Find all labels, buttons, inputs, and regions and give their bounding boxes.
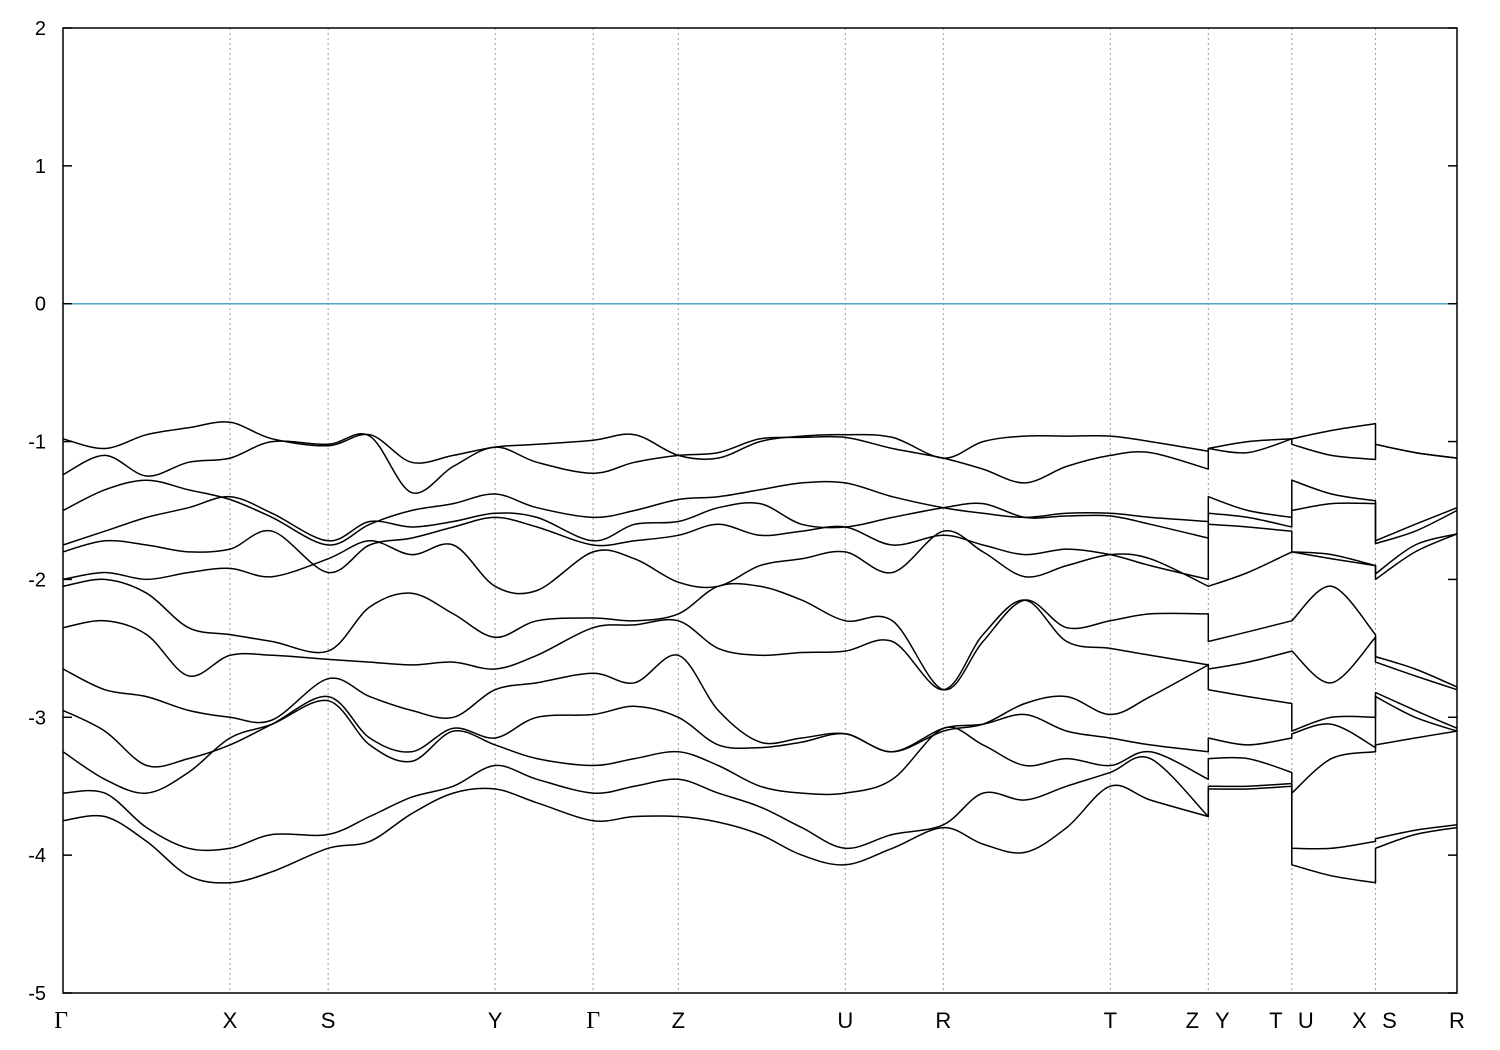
band-line-12 <box>62 756 1458 852</box>
band-line-6 <box>62 530 1458 595</box>
band-line-4 <box>62 495 1458 546</box>
x-kpoint-label: Y <box>488 1008 503 1033</box>
x-kpoint-label: S <box>321 1008 336 1033</box>
x-kpoint-label: Y <box>1215 1008 1230 1033</box>
y-tick-label: 2 <box>35 18 46 40</box>
y-tick-label: -4 <box>28 845 46 867</box>
x-kpoint-label: R <box>1449 1008 1465 1033</box>
y-tick-label: -2 <box>28 569 46 591</box>
x-kpoint-label: X <box>223 1008 238 1033</box>
y-axis-ticks: 2 1 0 -1 -2 -3 -4 -5 <box>28 18 1457 1005</box>
x-kpoint-label: S <box>1382 1008 1397 1033</box>
x-kpoint-label: R <box>935 1008 951 1033</box>
x-kpoint-label: Γ <box>586 1008 600 1034</box>
x-kpoint-label: U <box>837 1008 853 1033</box>
y-tick-label: 1 <box>35 156 46 178</box>
band-line-9 <box>62 654 1458 753</box>
band-line-10 <box>62 695 1458 768</box>
plot-frame <box>62 27 1458 994</box>
x-kpoint-label: U <box>1298 1008 1314 1033</box>
x-kpoint-label: Γ <box>54 1008 68 1034</box>
band-line-8 <box>62 599 1458 691</box>
band-line-7 <box>62 578 1458 691</box>
y-tick-label: 0 <box>35 294 46 316</box>
x-kpoint-label: Z <box>1186 1008 1199 1033</box>
y-tick-label: -3 <box>28 707 46 729</box>
y-tick-label: -5 <box>28 983 46 1005</box>
x-kpoint-label: T <box>1104 1008 1117 1033</box>
y-tick-label: -1 <box>28 432 46 454</box>
band-line-2 <box>62 433 1458 494</box>
band-line-5 <box>62 516 1458 581</box>
x-kpoint-label: T <box>1269 1008 1282 1033</box>
band-lines <box>62 421 1458 884</box>
band-line-13 <box>62 784 1458 884</box>
x-kpoint-label: X <box>1352 1008 1367 1033</box>
plot-border <box>62 27 1458 994</box>
band-line-1 <box>62 421 1458 464</box>
x-kpoint-label: Z <box>672 1008 685 1033</box>
kpoint-guide-lines <box>229 28 1376 993</box>
band-line-3 <box>62 479 1458 546</box>
band-line-11 <box>62 699 1458 796</box>
